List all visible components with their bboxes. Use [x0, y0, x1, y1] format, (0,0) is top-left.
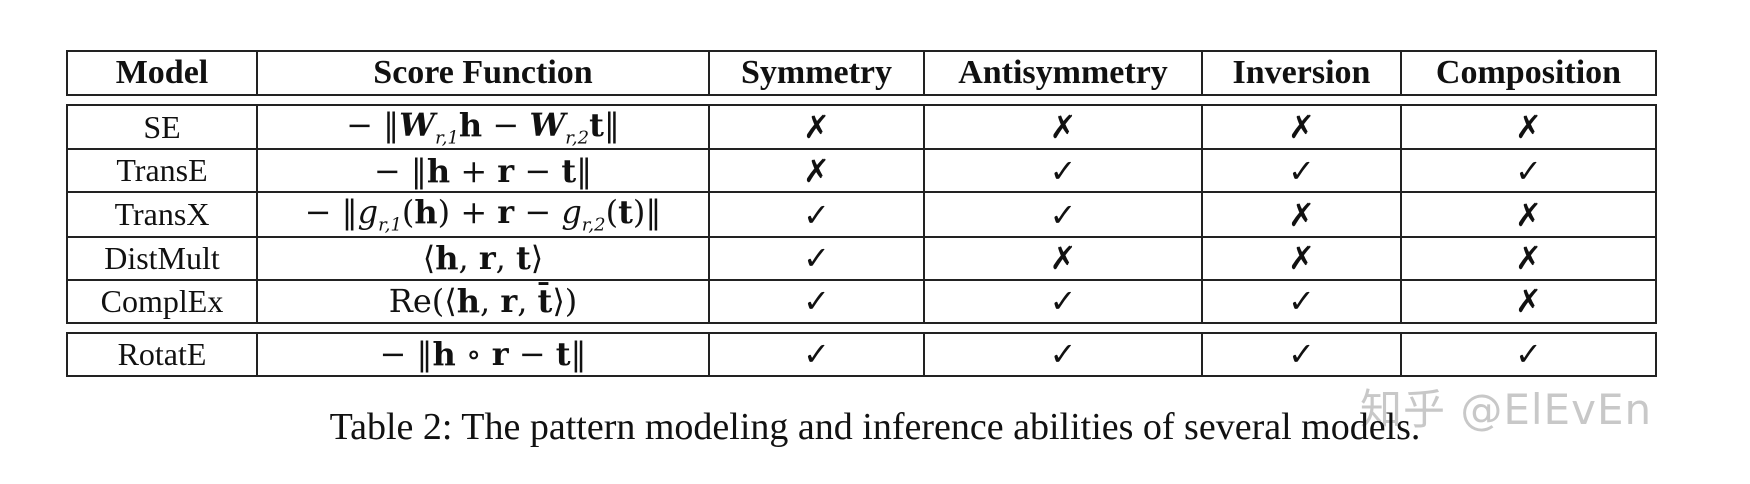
header-antisymmetry: Antisymmetry	[923, 50, 1203, 96]
header-row: Model Score Function Symmetry Antisymmet…	[66, 50, 1657, 96]
score-function: Re(⟨h, r, t̄⟩)	[256, 278, 710, 324]
composition-mark: ✗	[1400, 191, 1657, 238]
table-row: RotatE − ‖h ∘ r − t‖ ✓ ✓ ✓ ✓	[66, 331, 1657, 377]
header-model: Model	[66, 50, 258, 96]
antisymmetry-mark: ✗	[923, 235, 1203, 281]
symmetry-mark: ✓	[708, 235, 925, 281]
row-gap	[67, 321, 1656, 334]
composition-mark: ✓	[1400, 331, 1657, 377]
symmetry-mark: ✗	[708, 103, 925, 151]
header-inversion: Inversion	[1201, 50, 1402, 96]
model-name: ComplEx	[66, 278, 258, 324]
header-symmetry: Symmetry	[708, 50, 925, 96]
composition-mark: ✗	[1400, 103, 1657, 151]
antisymmetry-mark: ✗	[923, 103, 1203, 151]
table-row: ComplEx Re(⟨h, r, t̄⟩) ✓ ✓ ✓ ✗	[66, 278, 1657, 324]
table-caption: Table 2: The pattern modeling and infere…	[329, 406, 1421, 448]
model-name: DistMult	[66, 235, 258, 281]
model-name: SE	[66, 103, 258, 151]
antisymmetry-mark: ✓	[923, 278, 1203, 324]
composition-mark: ✗	[1400, 235, 1657, 281]
symmetry-mark: ✓	[708, 191, 925, 238]
model-name: TransE	[66, 148, 258, 194]
composition-mark: ✓	[1400, 148, 1657, 194]
model-name: TransX	[66, 191, 258, 238]
header-score-function: Score Function	[256, 50, 710, 96]
comparison-table: Model Score Function Symmetry Antisymmet…	[66, 50, 1657, 377]
inversion-mark: ✓	[1201, 278, 1402, 324]
antisymmetry-mark: ✓	[923, 148, 1203, 194]
score-function: − ‖gr,1(h) + r − gr,2(t)‖	[256, 191, 710, 238]
watermark: 知乎 @ElEvEn	[1360, 385, 1653, 434]
antisymmetry-mark: ✓	[923, 191, 1203, 238]
composition-mark: ✗	[1400, 278, 1657, 324]
table-row: SE − ‖Wr,1h − Wr,2t‖ ✗ ✗ ✗ ✗	[66, 103, 1657, 151]
table-row: TransE − ‖h + r − t‖ ✗ ✓ ✓ ✓	[66, 148, 1657, 194]
score-function: − ‖h + r − t‖	[256, 148, 710, 194]
score-function: − ‖h ∘ r − t‖	[256, 331, 710, 377]
score-function: − ‖Wr,1h − Wr,2t‖	[256, 103, 710, 151]
table-row: DistMult ⟨h, r, t⟩ ✓ ✗ ✗ ✗	[66, 235, 1657, 281]
inversion-mark: ✓	[1201, 331, 1402, 377]
score-function: ⟨h, r, t⟩	[256, 235, 710, 281]
inversion-mark: ✗	[1201, 191, 1402, 238]
symmetry-mark: ✓	[708, 278, 925, 324]
header-composition: Composition	[1400, 50, 1657, 96]
inversion-mark: ✗	[1201, 235, 1402, 281]
row-gap	[67, 94, 1656, 106]
symmetry-mark: ✓	[708, 331, 925, 377]
symmetry-mark: ✗	[708, 148, 925, 194]
inversion-mark: ✓	[1201, 148, 1402, 194]
model-name: RotatE	[66, 331, 258, 377]
antisymmetry-mark: ✓	[923, 331, 1203, 377]
table-row: TransX − ‖gr,1(h) + r − gr,2(t)‖ ✓ ✓ ✗ ✗	[66, 191, 1657, 238]
inversion-mark: ✗	[1201, 103, 1402, 151]
